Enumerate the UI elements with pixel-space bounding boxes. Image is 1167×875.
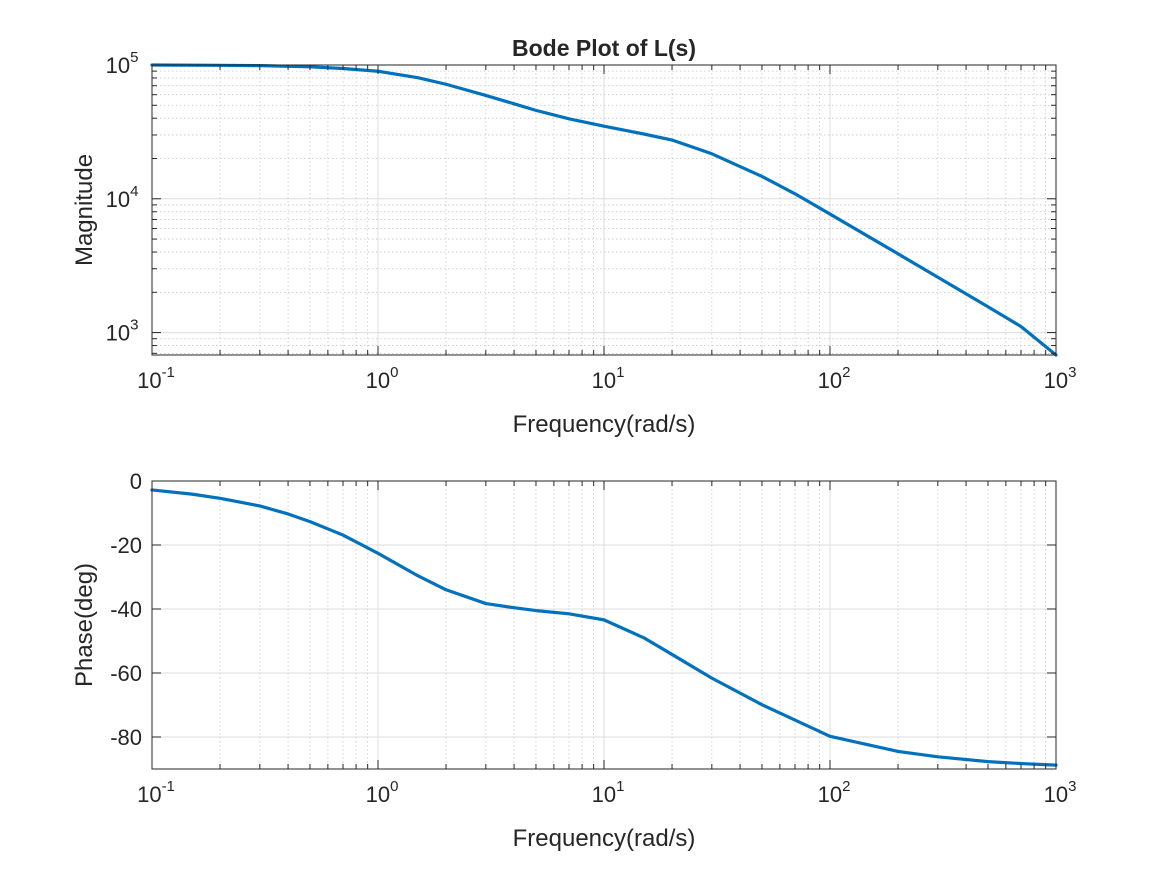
x-tick-label: 101 [592,778,625,807]
series-line-0 [150,63,1058,357]
x-grid [151,65,1047,355]
y-tick-label: -20 [110,533,142,558]
y-tick-marks [152,64,1056,354]
x-tick-label: 103 [1044,778,1077,807]
y-tick-label: 105 [106,49,139,78]
x-tick-label: 10-1 [137,364,175,393]
x-axis-label: Frequency(rad/s) [513,825,696,852]
x-tick-base: 10 [137,368,161,393]
x-tick-base: 10 [1044,368,1068,393]
x-tick-label: 103 [1044,364,1077,393]
x-tick-label: 102 [818,778,851,807]
x-tick-label: 100 [366,778,399,807]
y-tick-marks [152,480,1056,738]
y-tick-base: 10 [106,321,130,346]
y-tick-exponent: 4 [130,183,138,200]
y-tick-label: -40 [110,597,142,622]
x-tick-marks [151,65,1057,355]
chart-title: Bode Plot of L(s) [512,35,696,61]
phase-plot: 10-1 100 101 102 1030-20-40-60-80Frequency(r… [71,469,1076,852]
x-tick-exponent: 0 [390,778,398,795]
x-tick-exponent: 1 [616,364,624,381]
x-tick-exponent: 2 [842,778,850,795]
x-tick-base: 10 [366,368,390,393]
x-tick-base: 10 [366,782,390,807]
y-tick-exponent: 3 [130,317,138,334]
x-tick-exponent: -1 [162,778,175,795]
x-axis-label: Frequency(rad/s) [513,411,696,438]
x-tick-base: 10 [1044,782,1068,807]
y-tick-exponent: 5 [130,49,138,66]
x-tick-label: 10-1 [137,778,175,807]
x-tick-marks [151,481,1057,769]
magnitude-plot: 10-1 100 101 102 103103104105Frequency(rad/s… [71,35,1076,438]
x-tick-base: 10 [592,368,616,393]
y-axis-label: Magnitude [71,154,98,266]
x-tick-base: 10 [818,368,842,393]
y-tick-label: 103 [106,317,139,346]
x-grid [151,481,1047,769]
series-line-0 [150,488,1058,767]
y-tick-base: 10 [106,187,130,212]
x-tick-label: 102 [818,364,851,393]
x-tick-label: 100 [366,364,399,393]
x-tick-exponent: 1 [616,778,624,795]
y-tick-label: 0 [130,469,142,494]
x-tick-exponent: -1 [162,364,175,381]
x-tick-base: 10 [137,782,161,807]
x-tick-exponent: 3 [1068,778,1076,795]
y-tick-label: 104 [106,183,139,212]
x-tick-base: 10 [818,782,842,807]
x-tick-base: 10 [592,782,616,807]
y-axis-label: Phase(deg) [71,563,98,687]
x-tick-label: 101 [592,364,625,393]
x-tick-exponent: 0 [390,364,398,381]
x-tick-exponent: 2 [842,364,850,381]
y-tick-label: -80 [110,725,142,750]
y-tick-label: -60 [110,661,142,686]
x-tick-exponent: 3 [1068,364,1076,381]
y-tick-base: 10 [106,53,130,78]
